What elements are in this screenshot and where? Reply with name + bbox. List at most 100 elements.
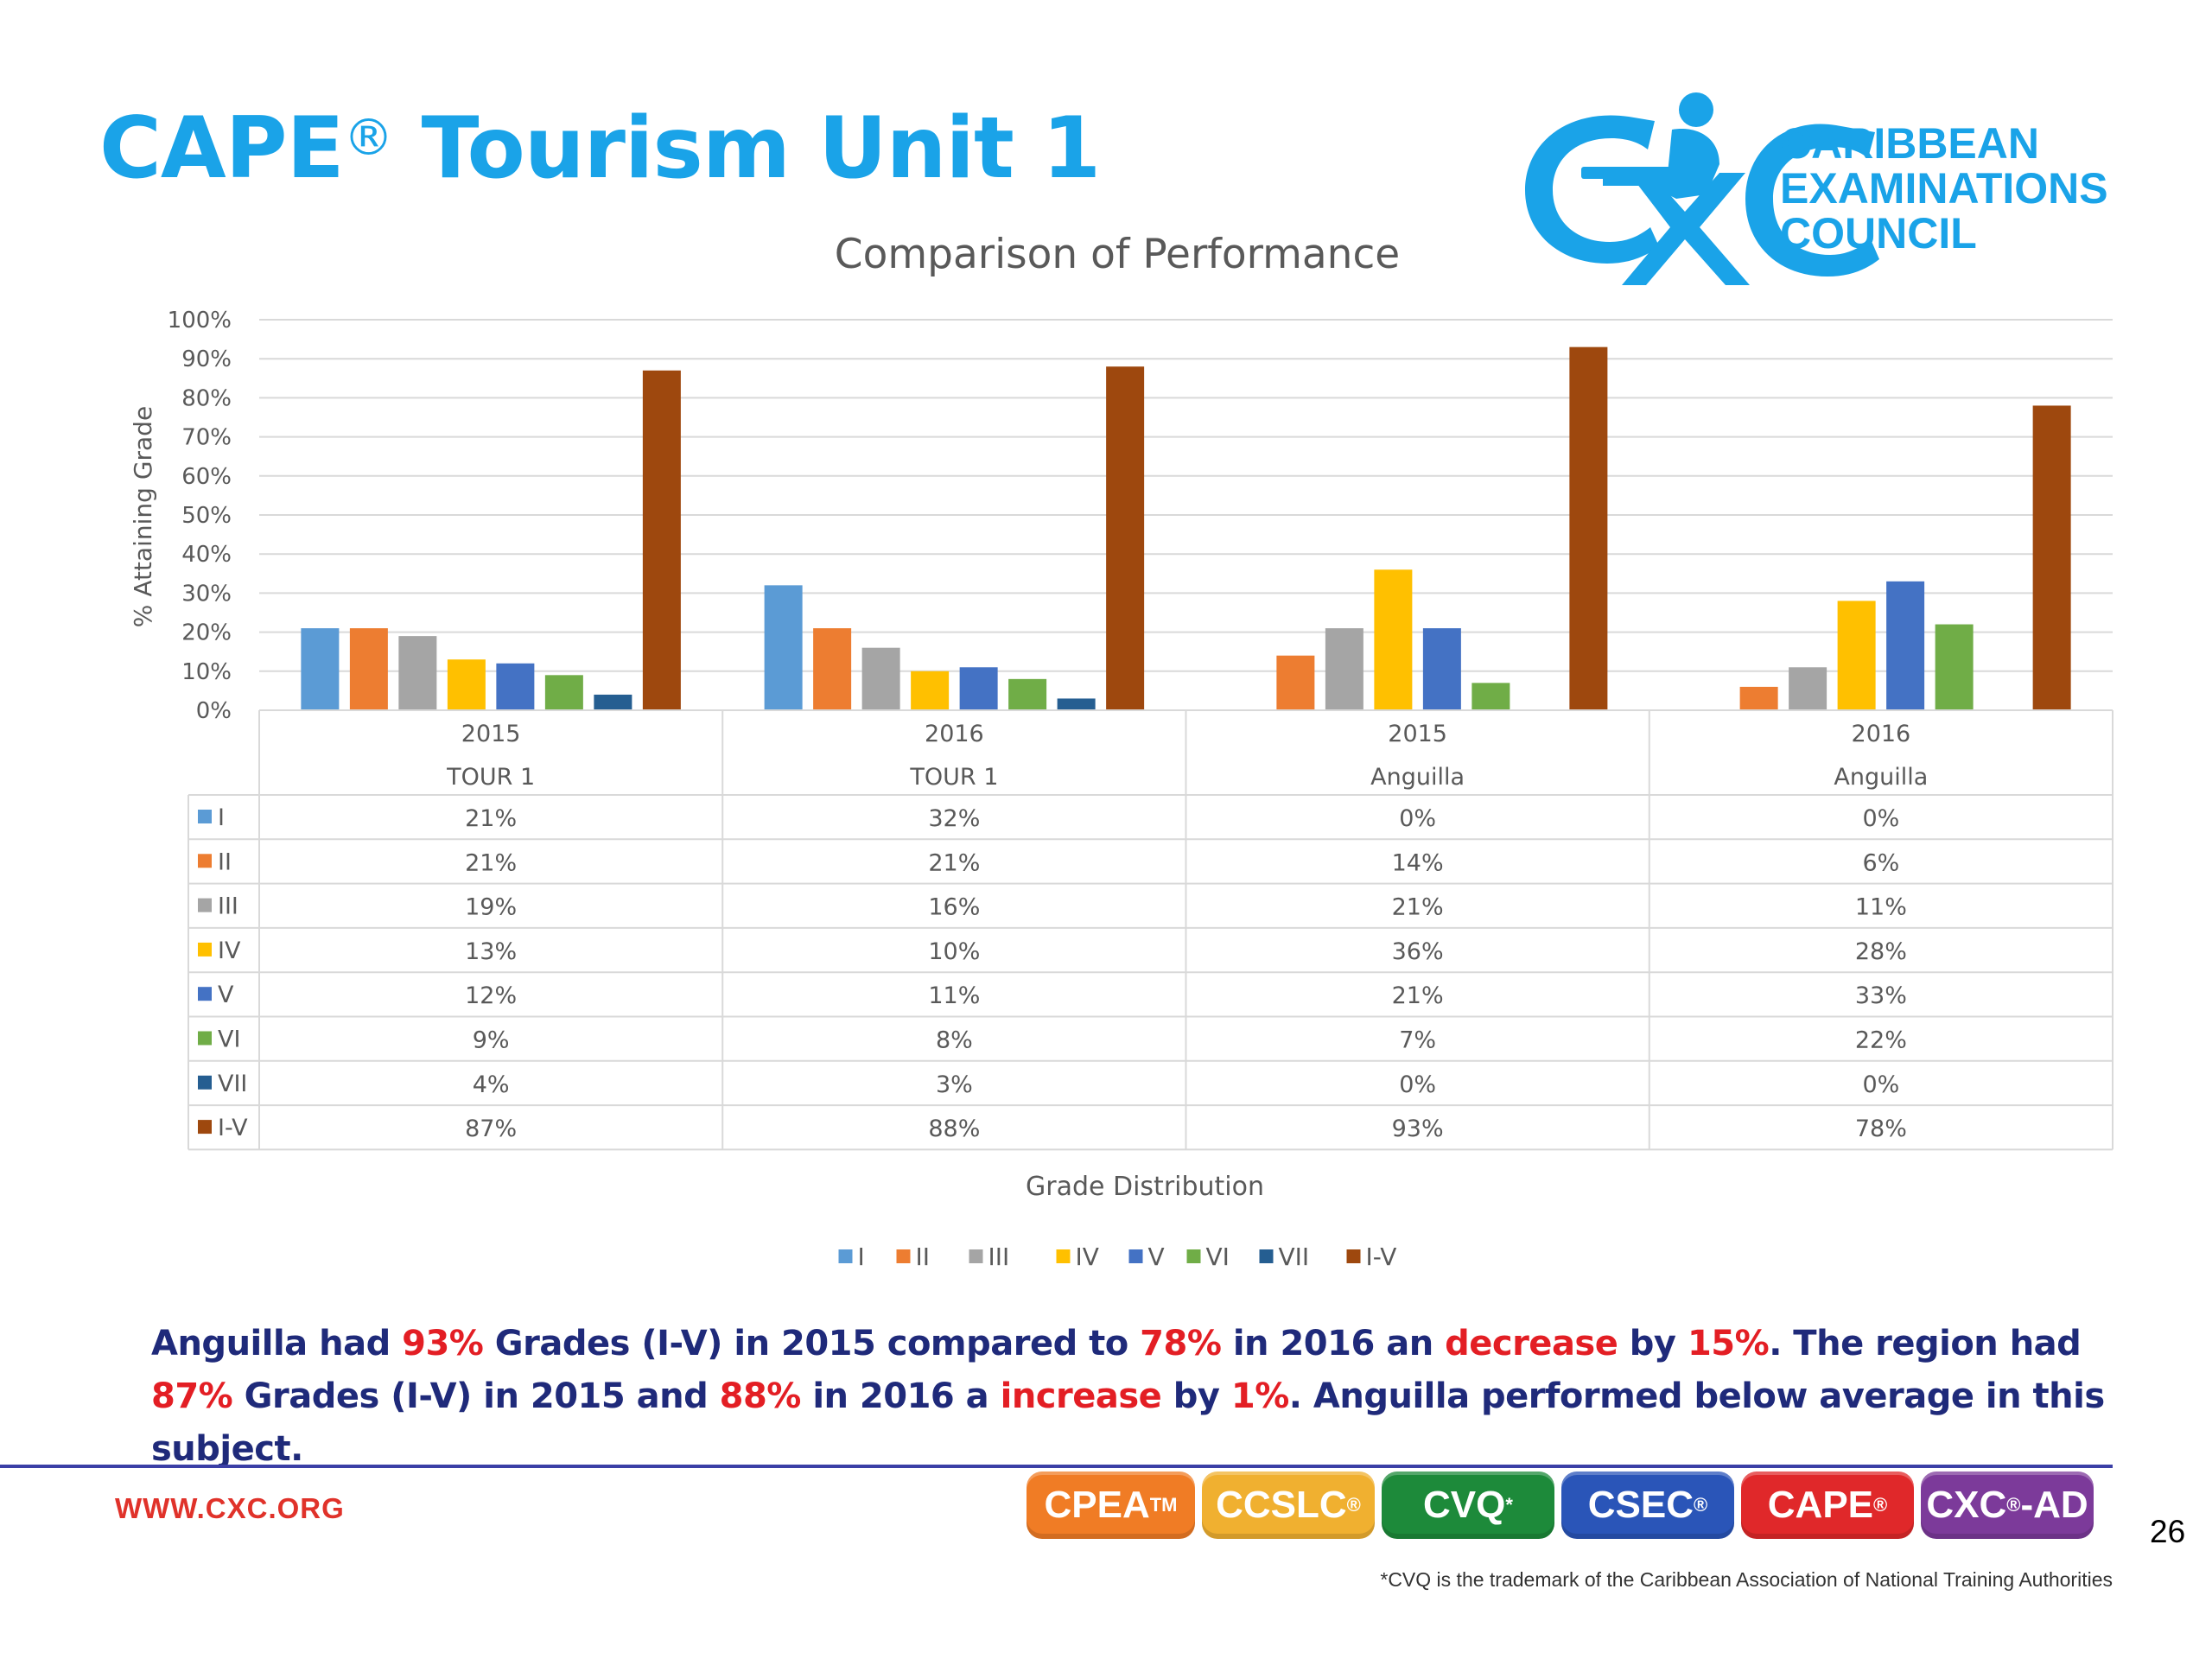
summary-highlight: 78% — [1140, 1324, 1222, 1363]
bar-I-TOUR 1-2016 — [764, 585, 803, 710]
category-year-label: 2016 — [1852, 721, 1911, 747]
legend-key — [1186, 1249, 1201, 1263]
logo-wordmark: CARIBBEAN EXAMINATIONS COUNCIL — [1780, 121, 2108, 256]
bar-II-TOUR 1-2015 — [349, 628, 388, 710]
data-label: 0% — [1862, 1071, 1899, 1098]
summary-highlight: 1% — [1230, 1376, 1289, 1416]
data-label: 6% — [1862, 849, 1899, 876]
bar-III-Anguilla-2016 — [1789, 667, 1827, 710]
summary-part: Grades (I-V) in 2015 compared to — [483, 1324, 1141, 1363]
bar-III-Anguilla-2015 — [1325, 628, 1363, 710]
summary-part: by — [1618, 1324, 1688, 1363]
data-label: 10% — [928, 938, 980, 965]
bar-III-TOUR 1-2016 — [861, 647, 900, 710]
data-label: 19% — [465, 894, 517, 921]
badge-label: CAPE — [1767, 1484, 1874, 1526]
title-main: CAPE — [99, 99, 345, 198]
bar-I-V-TOUR 1-2016 — [1106, 366, 1145, 710]
summary-part: . Anguilla performed below average in th… — [151, 1376, 2105, 1469]
data-label: 21% — [1392, 894, 1444, 921]
data-label: 14% — [1392, 849, 1444, 876]
badge-label: CSEC — [1587, 1484, 1694, 1526]
bar-VI-TOUR 1-2016 — [1008, 678, 1047, 710]
performance-chart: Comparison of Performance 0% 10% 20% 30% 40% 5… — [129, 231, 2113, 1271]
badge-suffix: -AD — [2020, 1484, 2088, 1526]
badge-mark: ® — [1873, 1494, 1888, 1516]
bar-IV-Anguilla-2015 — [1374, 569, 1413, 710]
data-label: 93% — [1392, 1116, 1444, 1142]
y-tick-label: 90% — [181, 346, 232, 372]
legend-key — [1259, 1249, 1274, 1263]
badge-cpea[interactable]: CPEA TM — [1027, 1471, 1195, 1539]
data-label: 7% — [1399, 1027, 1436, 1054]
y-tick-label: 10% — [181, 659, 232, 685]
data-label: 0% — [1862, 805, 1899, 832]
legend-key — [969, 1249, 983, 1263]
badge-csec[interactable]: CSEC ® — [1561, 1471, 1734, 1539]
y-tick-label: 80% — [181, 385, 232, 411]
summary-highlight: decrease — [1445, 1324, 1618, 1363]
legend-label: V — [1148, 1243, 1165, 1271]
table-legend-key — [198, 810, 212, 823]
page-number: 26 — [2150, 1514, 2186, 1549]
badge-label: CXC — [1926, 1484, 2007, 1526]
legend-label: I — [858, 1243, 865, 1271]
y-tick-label: 70% — [181, 425, 232, 451]
bar-VI-TOUR 1-2015 — [544, 675, 583, 710]
badge-label: CCSLC — [1216, 1484, 1347, 1526]
table-legend-key — [198, 898, 212, 912]
summary-part: . The region had — [1769, 1324, 2082, 1363]
data-label: 33% — [1855, 982, 1907, 1009]
table-series-label: II — [218, 849, 232, 875]
badge-ccslc[interactable]: CCSLC ® — [1202, 1471, 1375, 1539]
legend-key — [1346, 1249, 1361, 1263]
badge-label: CPEA — [1044, 1484, 1150, 1526]
data-label: 3% — [936, 1071, 973, 1098]
y-tick-label: 30% — [181, 581, 232, 607]
category-group-label: Anguilla — [1834, 764, 1928, 791]
data-label: 16% — [928, 894, 980, 921]
legend-key — [1128, 1249, 1143, 1263]
summary-part: by — [1161, 1376, 1231, 1416]
legend-key — [896, 1249, 911, 1263]
table-legend-key — [198, 1075, 212, 1090]
badge-mark: * — [1505, 1494, 1513, 1516]
badge-cape[interactable]: CAPE ® — [1741, 1471, 1914, 1539]
category-year-label: 2015 — [1388, 721, 1447, 747]
slide-title: CAPE® Tourism Unit 1 — [99, 99, 1101, 198]
data-label: 28% — [1855, 938, 1907, 965]
data-label: 8% — [936, 1027, 973, 1054]
data-label: 21% — [928, 849, 980, 876]
data-label: 87% — [465, 1116, 517, 1142]
bar-IV-TOUR 1-2016 — [911, 671, 950, 710]
table-series-label: I-V — [218, 1115, 248, 1141]
bar-V-TOUR 1-2016 — [959, 667, 998, 710]
website-link[interactable]: WWW.CXC.ORG — [115, 1492, 345, 1524]
category-group-label: TOUR 1 — [446, 764, 535, 791]
legend-key — [1056, 1249, 1071, 1263]
badge-mark: ® — [2006, 1494, 2021, 1516]
y-tick-label: 50% — [181, 503, 232, 529]
data-label: 88% — [928, 1116, 980, 1142]
table-legend-key — [198, 854, 212, 868]
summary-part: Anguilla had — [151, 1324, 403, 1363]
bar-IV-TOUR 1-2015 — [447, 659, 486, 710]
data-label: 11% — [928, 982, 980, 1009]
x-axis-label: Grade Distribution — [1026, 1172, 1264, 1202]
legend-label: II — [916, 1243, 931, 1271]
category-group-label: Anguilla — [1370, 764, 1465, 791]
category-group-label: TOUR 1 — [909, 764, 998, 791]
bar-VI-Anguilla-2016 — [1935, 624, 1974, 710]
table-legend-key — [198, 1031, 212, 1046]
bar-VII-TOUR 1-2015 — [594, 694, 632, 710]
category-year-label: 2016 — [925, 721, 984, 747]
badge-cvq[interactable]: CVQ * — [1382, 1471, 1554, 1539]
data-label: 78% — [1855, 1116, 1907, 1142]
data-label: 0% — [1399, 805, 1436, 832]
bar-II-Anguilla-2016 — [1739, 686, 1778, 710]
y-tick-label: 100% — [168, 308, 232, 334]
badge-cxc[interactable]: CXC ® -AD — [1921, 1471, 2094, 1539]
summary-highlight: 87% — [151, 1376, 233, 1416]
summary-text: Anguilla had 93% Grades (I-V) in 2015 co… — [151, 1318, 2130, 1476]
category-year-label: 2015 — [461, 721, 521, 747]
